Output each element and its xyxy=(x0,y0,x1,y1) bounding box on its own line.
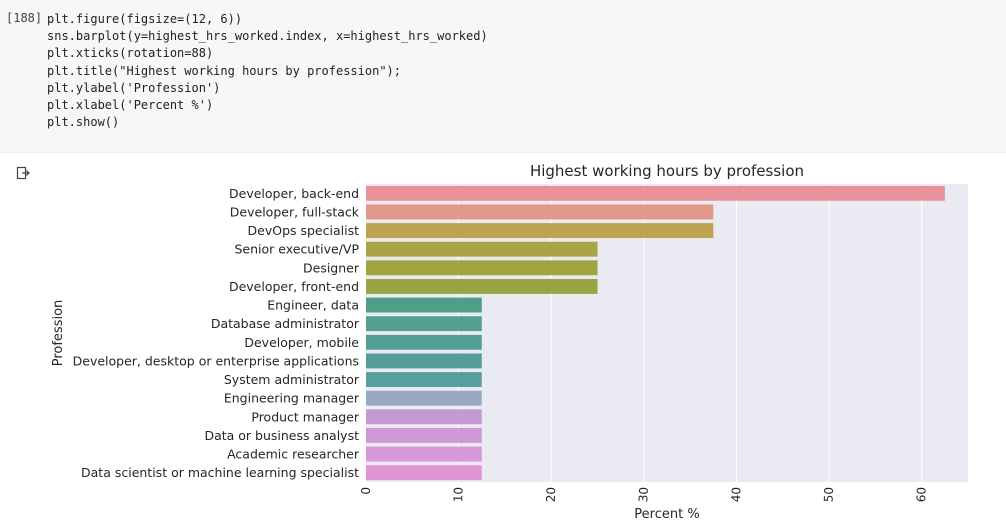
bar xyxy=(366,372,482,388)
bar xyxy=(366,334,482,350)
x-tick-label: 30 xyxy=(636,487,651,503)
code-line: sns.barplot(y=highest_hrs_worked.index, … xyxy=(47,29,488,44)
bar xyxy=(366,409,482,425)
y-tick-label: Database administrator xyxy=(211,316,360,331)
x-tick-label: 0 xyxy=(359,487,373,495)
y-tick-label: Product manager xyxy=(251,409,359,424)
bar xyxy=(366,465,482,481)
y-tick-label: Data scientist or machine learning speci… xyxy=(81,465,359,480)
x-tick-label: 10 xyxy=(451,487,466,503)
x-tick-label: 20 xyxy=(544,487,559,503)
bar xyxy=(366,316,482,332)
x-tick-label: 50 xyxy=(822,487,837,503)
x-tick-label: 60 xyxy=(914,487,929,503)
code-line: plt.ylabel('Profession') xyxy=(47,80,221,95)
code-line: plt.figure(figsize=(12, 6)) xyxy=(47,12,243,26)
chart-title: Highest working hours by profession xyxy=(530,162,804,180)
x-tick-labels: 0 10 20 30 40 50 60 xyxy=(359,487,929,503)
y-tick-label: Developer, back-end xyxy=(229,186,359,201)
bar xyxy=(366,260,598,276)
x-axis-label: Percent % xyxy=(634,507,699,522)
y-tick-label: DevOps specialist xyxy=(248,223,360,238)
bar-chart: Developer, back-end Developer, full-stack… xyxy=(51,162,968,522)
y-tick-labels: Developer, back-end Developer, full-stack… xyxy=(73,186,360,480)
bar xyxy=(366,446,482,462)
y-axis-label: Profession xyxy=(51,300,66,367)
y-tick-label: Data or business analyst xyxy=(204,428,359,443)
bar xyxy=(366,390,482,406)
y-tick-label: Developer, desktop or enterprise applica… xyxy=(73,353,359,368)
code-line: plt.show() xyxy=(47,115,120,130)
output-redirect-icon[interactable] xyxy=(16,166,30,180)
y-tick-label: Designer xyxy=(303,260,360,275)
code-line: plt.xlabel('Percent %') xyxy=(47,98,214,113)
y-tick-label: Academic researcher xyxy=(227,447,360,462)
y-tick-label: Developer, full-stack xyxy=(230,204,360,219)
bar xyxy=(366,278,598,294)
bar xyxy=(366,223,714,239)
bar xyxy=(366,297,482,313)
y-tick-label: Engineering manager xyxy=(224,391,360,406)
bar xyxy=(366,241,598,257)
y-tick-label: System administrator xyxy=(224,372,360,387)
code-line: plt.title("Highest working hours by prof… xyxy=(47,63,402,78)
bar xyxy=(366,185,945,201)
x-tick-label: 40 xyxy=(729,487,744,503)
y-tick-label: Senior executive/VP xyxy=(234,242,359,257)
bar xyxy=(366,353,482,369)
y-tick-label: Developer, front-end xyxy=(229,279,359,294)
bars xyxy=(366,185,945,481)
code-cell[interactable]: [188] plt.figure(figsize=(12, 6)) sns.bar… xyxy=(0,0,1006,153)
code-editor[interactable]: plt.figure(figsize=(12, 6)) sns.barplot(y… xyxy=(47,11,488,131)
y-tick-label: Engineer, data xyxy=(267,298,359,313)
y-tick-label: Developer, mobile xyxy=(244,335,359,350)
bar xyxy=(366,204,714,220)
execution-count: [188] xyxy=(6,11,43,25)
code-line: plt.xticks(rotation=88) xyxy=(47,46,214,61)
bar xyxy=(366,427,482,443)
